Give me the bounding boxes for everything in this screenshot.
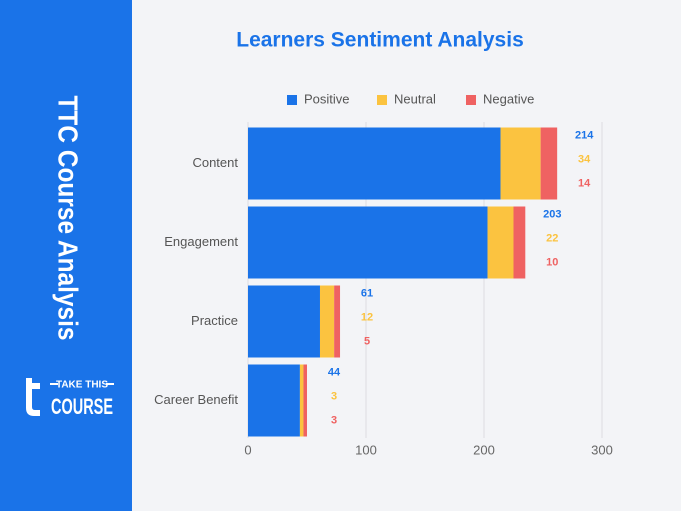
chart-title: Learners Sentiment Analysis — [236, 29, 524, 52]
y-tick-label: Engagement — [164, 234, 238, 249]
bar-segment — [248, 206, 488, 279]
data-label: 3 — [331, 414, 337, 426]
y-tick-label: Career Benefit — [154, 392, 238, 407]
data-label: 203 — [543, 208, 561, 220]
data-label: 44 — [328, 366, 341, 378]
data-label: 14 — [578, 177, 591, 189]
legend-label: Positive — [304, 91, 350, 106]
bar-segment — [303, 364, 307, 437]
logo-top: TAKE THIS — [56, 380, 108, 391]
data-label: 22 — [546, 232, 558, 244]
bar-segment — [500, 127, 541, 200]
bar-segment — [248, 364, 300, 437]
data-label: 214 — [575, 129, 594, 141]
bar-segment — [319, 285, 335, 358]
legend-label: Negative — [483, 91, 534, 106]
data-label: 3 — [331, 390, 337, 402]
data-label: 5 — [364, 335, 370, 347]
legend-swatch — [466, 95, 476, 105]
legend-swatch — [287, 95, 297, 105]
x-tick-label: 300 — [591, 442, 613, 457]
bar-segment — [299, 364, 304, 437]
bar-segment — [248, 127, 501, 200]
bar-segment — [513, 206, 526, 279]
data-label: 61 — [361, 287, 373, 299]
x-tick-label: 0 — [244, 442, 251, 457]
data-label: 10 — [546, 256, 558, 268]
x-tick-label: 200 — [473, 442, 495, 457]
legend-swatch — [377, 95, 387, 105]
sidebar — [0, 0, 132, 511]
legend-label: Neutral — [394, 91, 436, 106]
bar-segment — [334, 285, 341, 358]
data-label: 34 — [578, 153, 591, 165]
bar-segment — [248, 285, 320, 358]
y-tick-label: Practice — [191, 313, 238, 328]
bar-segment — [487, 206, 514, 279]
sidebar-title: TTC Course Analysis — [53, 96, 84, 341]
logo-icon — [26, 378, 40, 416]
logo-main: COURSE — [51, 394, 113, 419]
y-tick-label: Content — [192, 155, 238, 170]
data-label: 12 — [361, 311, 373, 323]
bar-segment — [540, 127, 558, 200]
x-tick-label: 100 — [355, 442, 377, 457]
